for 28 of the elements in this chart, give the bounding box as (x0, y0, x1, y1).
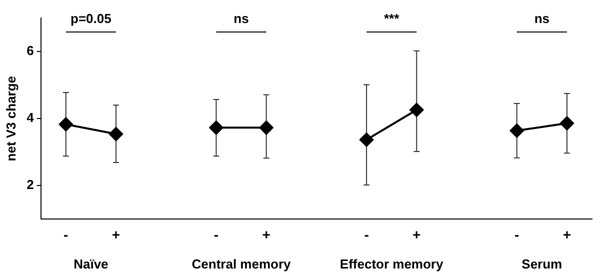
annotation: ns (534, 11, 550, 26)
y-tick-label: 4 (26, 110, 35, 126)
y-axis-title: net V3 charge (3, 76, 18, 162)
point (360, 132, 374, 147)
x-tick-label: - (364, 226, 370, 242)
x-tick-label: + (262, 226, 270, 242)
text: Naïve (74, 256, 108, 272)
annotation: ns (234, 11, 249, 26)
point (108, 127, 123, 142)
annotation: p=0.05 (70, 11, 112, 26)
point (259, 120, 274, 135)
x-tick-label: - (64, 226, 69, 242)
x-tick-label: - (514, 226, 520, 242)
x-tick-label: - (214, 226, 219, 242)
x-tick-label: + (562, 226, 572, 242)
y-tick-label: 2 (26, 177, 34, 192)
point (510, 124, 524, 138)
point (58, 117, 73, 132)
x-tick-label: + (412, 226, 421, 242)
y-tick-label: 6 (26, 43, 34, 58)
point (410, 102, 424, 117)
text: Central memory (192, 256, 292, 272)
text: Serum (522, 256, 562, 272)
text: Effector memory (340, 256, 444, 272)
point (209, 120, 224, 135)
point (560, 116, 574, 130)
x-tick-label: + (112, 226, 120, 242)
annotation: *** (384, 11, 400, 26)
